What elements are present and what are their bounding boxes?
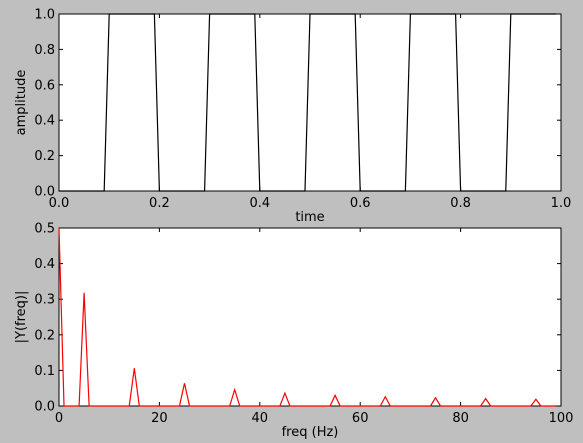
frequency-plot-area — [58, 227, 562, 407]
y-tick-label: 0.4 — [34, 257, 55, 272]
x-tick-label: 0.6 — [350, 196, 371, 211]
time-series — [59, 13, 556, 192]
x-tick-label: 0.2 — [149, 196, 170, 211]
y-tick-label: 0.8 — [34, 43, 55, 58]
series-line — [58, 227, 556, 407]
x-tick-label: 40 — [252, 411, 269, 426]
time-y-axis-label: amplitude — [14, 70, 29, 136]
x-tick-label: 1.0 — [551, 196, 572, 211]
x-tick-label: 60 — [352, 411, 369, 426]
y-tick-label: 1.0 — [34, 8, 55, 23]
x-tick-label: 0.4 — [249, 196, 270, 211]
y-tick-label: 0.2 — [34, 149, 55, 164]
x-tick-label: 0 — [55, 411, 63, 426]
frequency-y-axis-label: |Y(freq)| — [14, 291, 29, 344]
y-tick-label: 0.4 — [34, 114, 55, 129]
y-tick-label: 0.0 — [34, 185, 55, 200]
x-tick-label: 0.0 — [49, 196, 70, 211]
y-tick-label: 0.1 — [34, 364, 55, 379]
y-tick-label: 0.2 — [34, 328, 55, 343]
time-domain-chart: 0.0 0.2 0.4 0.6 0.8 1.0 0.0 0.2 0.4 0.6 0.8 1.0 tim… — [14, 8, 571, 226]
frequency-x-axis-label: freq (Hz) — [282, 425, 339, 440]
time-axis-ticks: 0.0 0.2 0.4 0.6 0.8 1.0 0.0 0.2 0.4 0.6 0.8 1.0 — [34, 8, 571, 212]
frequency-axis-ticks: 0 20 40 60 80 100 0.0 0.1 0.2 0.3 0.4 0.5 — [34, 222, 573, 427]
time-plot-area — [58, 13, 562, 192]
y-tick-label: 0.6 — [34, 78, 55, 93]
x-tick-label: 20 — [151, 411, 168, 426]
series-line — [59, 13, 556, 192]
time-x-axis-label: time — [295, 210, 324, 225]
frequency-domain-chart: 0 20 40 60 80 100 0.0 0.1 0.2 0.3 0.4 0.5 freq (Hz)… — [14, 222, 573, 441]
x-tick-label: 100 — [549, 411, 574, 426]
y-tick-label: 0.0 — [34, 400, 55, 415]
frequency-series — [58, 227, 556, 407]
y-tick-label: 0.3 — [34, 293, 55, 308]
x-tick-label: 0.8 — [450, 196, 471, 211]
y-tick-label: 0.5 — [34, 222, 55, 237]
x-tick-label: 80 — [452, 411, 469, 426]
